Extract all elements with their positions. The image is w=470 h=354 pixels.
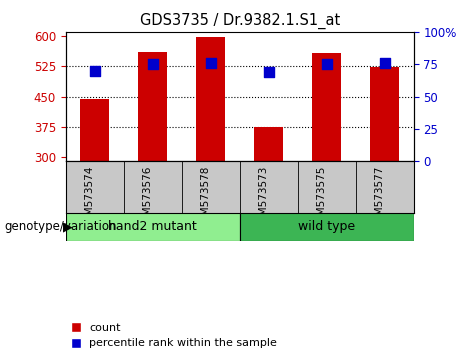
Text: GSM573577: GSM573577 [375, 165, 384, 229]
Bar [66, 213, 240, 241]
Bar [240, 213, 414, 241]
Point [323, 61, 330, 67]
Point [91, 68, 99, 74]
Bar [312, 53, 341, 161]
Text: GSM573573: GSM573573 [258, 165, 269, 229]
Point [149, 61, 157, 67]
Point [381, 60, 388, 66]
Legend: count, percentile rank within the sample: count, percentile rank within the sample [71, 323, 277, 348]
Bar [196, 37, 225, 161]
Bar [80, 99, 110, 161]
Text: genotype/variation: genotype/variation [5, 220, 117, 233]
Text: GSM573574: GSM573574 [85, 165, 95, 229]
Text: GSM573576: GSM573576 [143, 165, 153, 229]
Point [207, 60, 214, 66]
Bar [254, 127, 283, 161]
Point [265, 69, 273, 75]
Text: ▶: ▶ [63, 220, 73, 233]
Title: GDS3735 / Dr.9382.1.S1_at: GDS3735 / Dr.9382.1.S1_at [140, 13, 340, 29]
Text: wild type: wild type [298, 220, 355, 233]
Text: hand2 mutant: hand2 mutant [109, 220, 197, 233]
Text: GSM573578: GSM573578 [201, 165, 211, 229]
Bar [138, 52, 167, 161]
Bar [370, 68, 399, 161]
Text: GSM573575: GSM573575 [317, 165, 327, 229]
